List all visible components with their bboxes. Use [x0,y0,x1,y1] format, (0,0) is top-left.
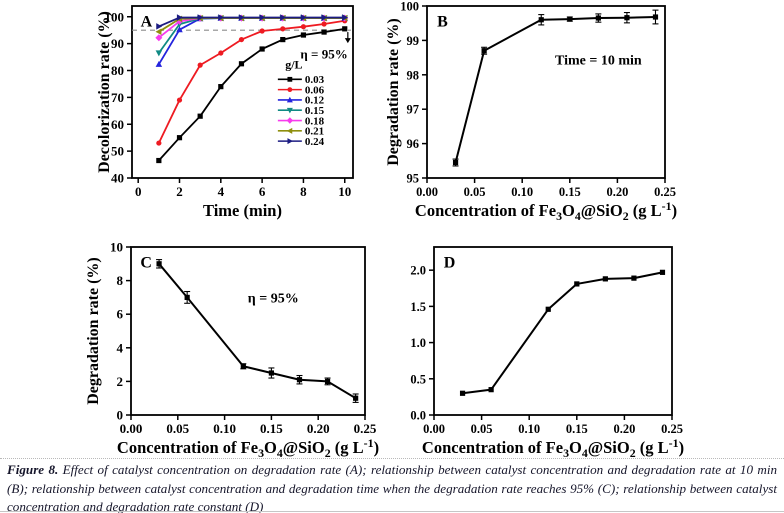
svg-text:0.15: 0.15 [260,421,283,436]
svg-text:0.21: 0.21 [305,126,324,138]
svg-text:0.24: 0.24 [305,136,325,148]
svg-text:Concentration of Fe3O4@SiO2 (g: Concentration of Fe3O4@SiO2 (g L-1) [422,436,684,460]
svg-text:D: D [444,254,456,271]
svg-text:Concentration of Fe3O4@SiO2 (g: Concentration of Fe3O4@SiO2 (g L-1) [415,199,677,223]
svg-text:97: 97 [407,103,420,117]
svg-text:70: 70 [111,90,124,105]
svg-text:100: 100 [105,9,125,24]
svg-text:Degradation rate (%): Degradation rate (%) [85,257,102,405]
chart-panel-c: 0.00 0.05 0.10 0.15 0.20 0.25 0 2 4 6 8 10 η = 95% C C… [85,237,387,461]
chart-b-svg: 0.00 0.05 0.10 0.15 0.20 0.25 95 96 97 98 99 100 Tim… [385,0,677,223]
page-bottom-divider [0,511,784,512]
svg-text:10: 10 [338,184,351,199]
svg-text:0.5: 0.5 [410,372,426,386]
svg-text:99: 99 [407,34,420,48]
svg-text:0.18: 0.18 [305,115,325,127]
svg-text:4: 4 [218,184,225,199]
svg-text:0.25: 0.25 [654,185,676,199]
svg-text:g/L: g/L [285,57,302,71]
svg-text:2.0: 2.0 [410,264,426,278]
svg-text:0.00: 0.00 [120,421,143,436]
svg-text:40: 40 [111,171,124,186]
svg-text:0.05: 0.05 [471,422,493,436]
svg-text:90: 90 [111,36,124,51]
svg-text:η = 95%: η = 95% [248,291,299,306]
svg-text:0.15: 0.15 [305,105,325,117]
svg-text:0.25: 0.25 [661,422,683,436]
svg-text:0.06: 0.06 [305,84,325,96]
chart-a-svg: 0 2 4 6 8 10405060708090100g/L0.030.060.120.1… [96,5,354,220]
chart-c-svg: 0.00 0.05 0.10 0.15 0.20 0.25 0 2 4 6 8 10 η = 95% C C… [85,240,379,461]
svg-text:96: 96 [407,137,420,151]
svg-text:0.10: 0.10 [213,421,236,436]
svg-text:0.10: 0.10 [518,422,540,436]
svg-text:100: 100 [400,0,419,14]
svg-text:4: 4 [117,340,124,355]
svg-text:6: 6 [117,307,124,322]
svg-text:0.20: 0.20 [307,421,330,436]
svg-text:2: 2 [117,374,124,389]
figure-caption-text: Effect of catalyst concentration on degr… [7,462,778,513]
chart-panel-b: 0.00 0.05 0.10 0.15 0.20 0.25 95 96 97 98 99 100 Tim… [385,0,677,232]
svg-text:80: 80 [111,63,124,78]
figure-caption-label: Figure 8. [7,462,59,477]
figure-caption: Figure 8. Effect of catalyst concentrati… [7,461,777,513]
svg-text:Time = 10 min: Time = 10 min [555,53,642,68]
svg-text:0.20: 0.20 [613,422,635,436]
chart-panel-d: 0.00 0.05 0.10 0.15 0.20 0.25 0.0 0.5 1.0 1.5 2.0 D… [390,237,684,460]
svg-text:η = 95%: η = 95% [300,46,347,61]
svg-text:1.0: 1.0 [410,336,426,350]
svg-text:8: 8 [300,184,307,199]
svg-text:Concentration of Fe3O4@SiO2 (g: Concentration of Fe3O4@SiO2 (g L-1) [117,436,379,460]
svg-text:10: 10 [110,240,123,255]
svg-text:B: B [437,14,448,31]
chart-d-svg: 0.00 0.05 0.10 0.15 0.20 0.25 0.0 0.5 1.0 1.5 2.0 D… [410,246,684,460]
svg-text:0.00: 0.00 [423,422,445,436]
svg-text:C: C [140,254,152,271]
svg-text:60: 60 [111,117,124,132]
svg-text:0.00: 0.00 [416,185,438,199]
svg-text:50: 50 [111,144,124,159]
chart-panel-a: 0 2 4 6 8 10 40 50 60 70 80 90 100 g/L 0.03 0.06 0.12 0.1… [96,0,380,232]
svg-text:0: 0 [117,408,124,423]
svg-text:0.15: 0.15 [566,422,588,436]
svg-text:2: 2 [176,184,183,199]
svg-text:A: A [141,14,153,31]
svg-text:95: 95 [407,172,420,186]
svg-text:0.05: 0.05 [464,185,486,199]
svg-text:0.0: 0.0 [410,409,426,423]
svg-text:Time (min): Time (min) [203,201,282,220]
svg-text:8: 8 [117,273,124,288]
svg-text:98: 98 [407,68,420,82]
svg-text:0.12: 0.12 [305,95,325,107]
svg-text:0.15: 0.15 [559,185,581,199]
svg-text:0.05: 0.05 [166,421,189,436]
svg-text:0.25: 0.25 [354,421,377,436]
caption-top-divider [0,458,784,459]
svg-text:6: 6 [259,184,266,199]
svg-text:0.20: 0.20 [606,185,628,199]
svg-text:Degradation rate (%): Degradation rate (%) [385,18,402,166]
svg-text:1.5: 1.5 [410,300,426,314]
svg-text:Decolorization rate (%): Decolorization rate (%) [96,11,113,173]
svg-text:0: 0 [135,184,142,199]
svg-text:0.10: 0.10 [511,185,533,199]
svg-text:0.03: 0.03 [305,74,325,86]
